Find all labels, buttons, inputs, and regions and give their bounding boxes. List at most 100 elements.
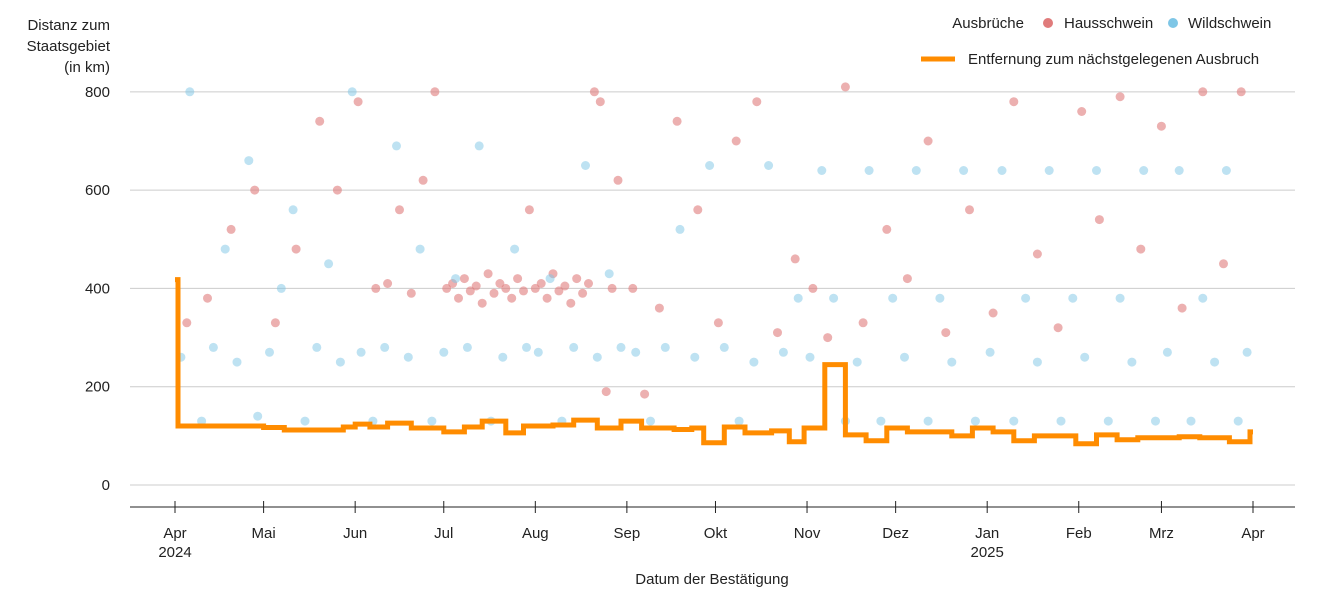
wildschwein-point-30 <box>522 342 531 352</box>
x-tick-label-7: Nov <box>794 525 821 542</box>
wildschwein-point-78 <box>1127 357 1137 367</box>
hausschwein-point-45 <box>628 283 638 293</box>
hausschwein-point-76 <box>1236 87 1246 97</box>
hausschwein-point-75 <box>1219 259 1228 269</box>
hausschwein-point-13 <box>418 175 428 185</box>
hausschwein-point-8 <box>353 97 363 107</box>
hausschwein-point-32 <box>542 293 552 303</box>
hausschwein-point-49 <box>693 205 703 215</box>
wildschwein-point-81 <box>1162 347 1172 357</box>
hausschwein-point-65 <box>1009 97 1019 107</box>
hausschwein-point-40 <box>589 87 599 97</box>
wildschwein-point-50 <box>793 293 803 303</box>
legend: Ausbrüche Hausschwein Wildschwein Entfer… <box>921 15 1271 68</box>
wildschwein-point-52 <box>817 166 827 175</box>
y-axis-title: Distanz zum Staatsgebiet (in km) <box>27 17 111 76</box>
hausschwein-point-22 <box>483 269 493 279</box>
wildschwein-point-20 <box>403 352 413 362</box>
hausschwein-point-66 <box>1032 249 1042 259</box>
hausschwein-point-52 <box>752 97 762 107</box>
y-tick-label-600: 600 <box>85 182 110 199</box>
wildschwein-point-31 <box>533 347 543 357</box>
wildschwein-point-48 <box>764 161 774 170</box>
wildschwein-point-86 <box>1221 166 1231 175</box>
wildschwein-point-44 <box>705 161 715 170</box>
wildschwein-point-2 <box>197 416 207 426</box>
y-tick-label-200: 200 <box>85 379 110 396</box>
wildschwein-point-67 <box>997 166 1007 175</box>
y-tick-label-400: 400 <box>85 280 110 297</box>
wildschwein-point-87 <box>1233 416 1243 426</box>
hausschwein-point-57 <box>840 82 850 92</box>
hausschwein-point-17 <box>454 293 463 303</box>
wildschwein-point-56 <box>864 166 874 175</box>
wildschwein-point-58 <box>888 293 898 303</box>
wildschwein-point-60 <box>911 166 921 175</box>
y-tick-label-0: 0 <box>102 477 110 494</box>
hausschwein-point-29 <box>524 205 534 215</box>
wildschwein-point-5 <box>232 357 242 367</box>
hausschwein-point-44 <box>613 175 623 185</box>
hausschwein-point-6 <box>315 116 325 126</box>
hausschwein-point-39 <box>584 279 593 288</box>
wildschwein-point-79 <box>1139 166 1149 175</box>
hausschwein-point-48 <box>672 116 682 126</box>
legend-label-hausschwein: Hausschwein <box>1064 15 1153 32</box>
wildschwein-point-38 <box>616 342 626 352</box>
wildschwein-point-34 <box>569 342 579 352</box>
wildschwein-point-28 <box>498 352 508 362</box>
wildschwein-point-69 <box>1021 293 1031 303</box>
hausschwein-point-3 <box>250 185 260 195</box>
x-axis-title: Datum der Bestätigung <box>635 571 788 588</box>
hausschwein-point-61 <box>923 136 933 146</box>
hausschwein-point-9 <box>371 283 381 293</box>
hausschwein-point-71 <box>1136 244 1146 254</box>
wildschwein-point-66 <box>985 347 995 357</box>
wildschwein-point-42 <box>675 224 685 234</box>
distance-step-line <box>175 277 1253 447</box>
wildschwein-point-74 <box>1080 352 1090 362</box>
x-tick-label-1: Mai <box>252 525 276 542</box>
wildschwein-point-39 <box>631 347 641 357</box>
wildschwein-point-32 <box>545 274 555 284</box>
wildschwein-point-73 <box>1068 293 1078 303</box>
hausschwein-point-38 <box>578 288 588 298</box>
wildschwein-point-46 <box>734 416 744 426</box>
wildschwein-point-22 <box>427 416 437 426</box>
wildschwein-point-65 <box>970 416 980 426</box>
wildschwein-point-83 <box>1186 416 1196 426</box>
wildschwein-point-18 <box>380 342 390 352</box>
hausschwein-point-42 <box>601 387 611 397</box>
wildschwein-point-84 <box>1198 293 1208 303</box>
wildschwein-point-77 <box>1115 293 1125 303</box>
legend-marker-hausschwein <box>1043 18 1053 28</box>
hausschwein-point-47 <box>654 303 664 313</box>
hausschwein-point-56 <box>823 333 833 343</box>
hausschwein-point-25 <box>501 283 511 293</box>
wildschwein-point-76 <box>1103 416 1113 426</box>
x-tick-label-6: Okt <box>704 525 728 542</box>
hausschwein-point-43 <box>607 283 617 293</box>
hausschwein-point-41 <box>595 97 605 107</box>
hausschwein-point-64 <box>988 308 998 318</box>
hausschwein-point-53 <box>773 328 782 338</box>
hausschwein-point-62 <box>941 328 951 338</box>
hausschwein-point-74 <box>1198 87 1208 97</box>
hausschwein-point-28 <box>519 286 528 296</box>
wildschwein-point-63 <box>947 357 957 367</box>
wildschwein-point-75 <box>1092 166 1101 175</box>
hausschwein-point-26 <box>507 293 517 303</box>
x-tick-label-2: Jun <box>343 525 367 542</box>
wildschwein-point-3 <box>208 342 218 352</box>
y-tick-label-800: 800 <box>85 84 110 101</box>
hausschwein-point-20 <box>471 281 481 291</box>
wildschwein-point-80 <box>1151 416 1160 426</box>
legend-label-distance-line: Entfernung zum nächstgelegenen Ausbruch <box>968 51 1259 68</box>
wildschwein-point-14 <box>335 357 345 367</box>
wildschwein-point-7 <box>253 411 263 421</box>
wildschwein-point-11 <box>300 416 310 426</box>
y-axis-title-line-1: Distanz zum <box>27 17 110 34</box>
hausschwein-point-14 <box>430 87 440 97</box>
